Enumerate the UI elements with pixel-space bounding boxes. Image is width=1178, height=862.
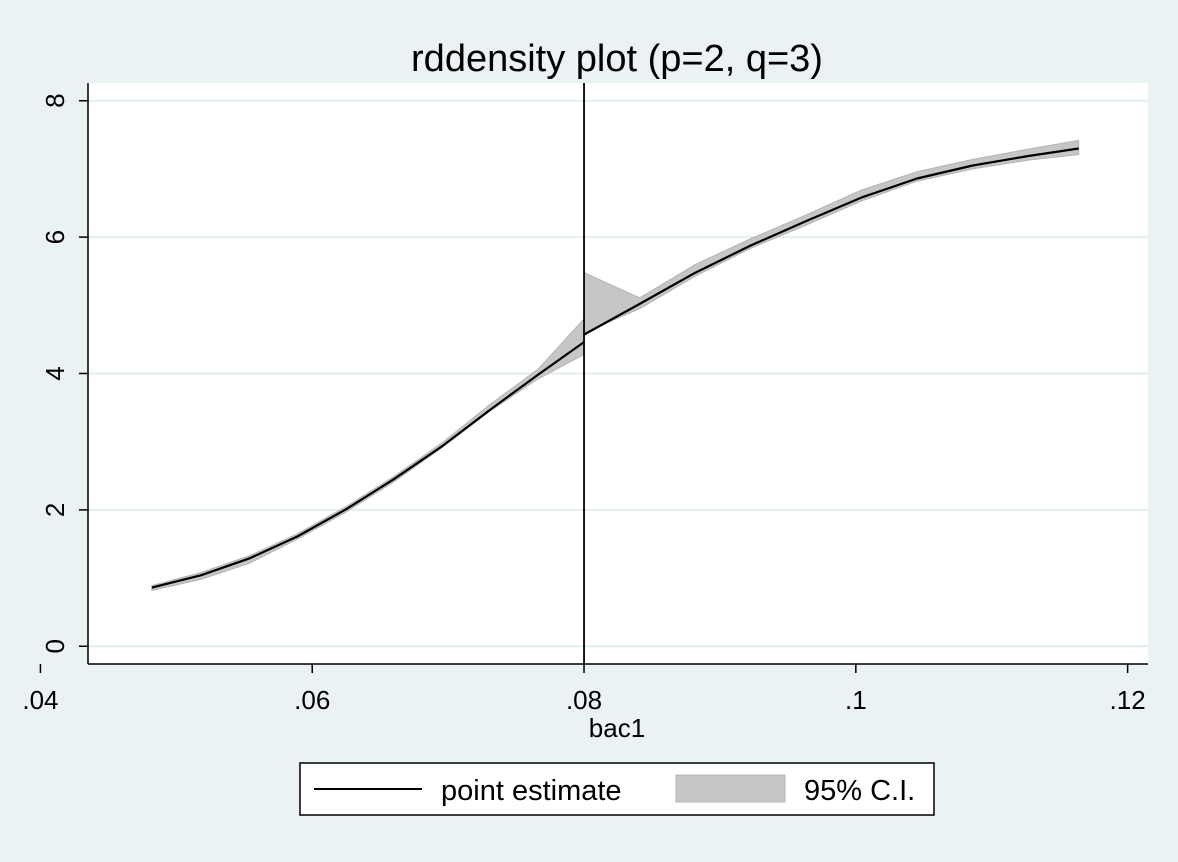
estimate-line-right (583, 147, 1079, 336)
estimate-lines (151, 147, 1079, 589)
y-tick-label: 0 (40, 639, 70, 653)
x-tick-label: .1 (845, 685, 867, 715)
legend-band-swatch (675, 774, 786, 803)
legend-label-ci: 95% C.I. (804, 775, 915, 807)
legend: point estimate 95% C.I. (299, 762, 935, 816)
x-tick-label: .12 (1110, 685, 1146, 715)
ci-band-right (583, 139, 1080, 334)
x-tick-label: .08 (566, 685, 602, 715)
estimate-line-left (151, 341, 585, 589)
axes: 0 2 4 6 8 .04 .06 .08 .1 .12 (22, 83, 1148, 715)
chart-title: rddensity plot (p=2, q=3) (411, 38, 823, 80)
y-tick-label: 4 (40, 366, 70, 380)
grid-lines (88, 99, 1148, 648)
x-tick-label: .04 (22, 685, 58, 715)
y-tick-label: 6 (40, 230, 70, 244)
legend-label-point-estimate: point estimate (441, 775, 622, 807)
x-tick-label: .06 (294, 685, 330, 715)
x-axis-title: bac1 (589, 713, 645, 743)
y-tick-label: 8 (40, 93, 70, 107)
y-tick-label: 2 (40, 503, 70, 517)
